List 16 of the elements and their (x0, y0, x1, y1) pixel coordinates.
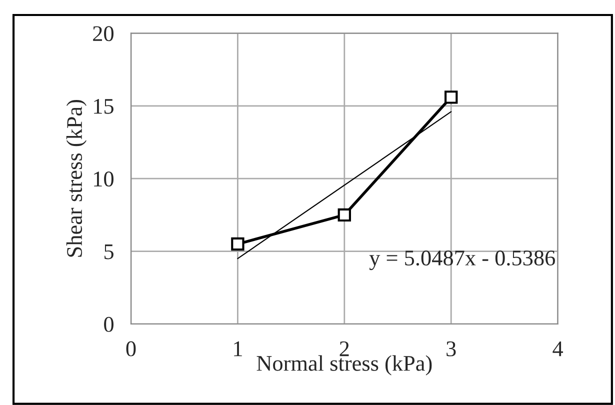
x-tick-label: 0 (126, 341, 136, 356)
x-tick-label: 1 (234, 341, 242, 356)
x-axis-title: Normal stress (kPa) (256, 355, 432, 376)
x-tick-label: 3 (446, 341, 456, 356)
annotation: y = 5.0487x - 0.5386 (369, 250, 556, 270)
x-tick-label: 2 (340, 341, 349, 356)
y-tick-label: 10 (94, 172, 114, 187)
point (338, 208, 351, 222)
x-tick-label: 4 (552, 341, 564, 356)
y-tick-label: 15 (94, 98, 114, 114)
point (231, 237, 244, 251)
y-tick-label: 5 (104, 244, 114, 260)
y-axis-title: Shear stress (kPa) (66, 100, 87, 257)
y-tick-label: 20 (93, 26, 114, 42)
y-tick-label: 0 (104, 316, 114, 332)
point (444, 90, 458, 104)
